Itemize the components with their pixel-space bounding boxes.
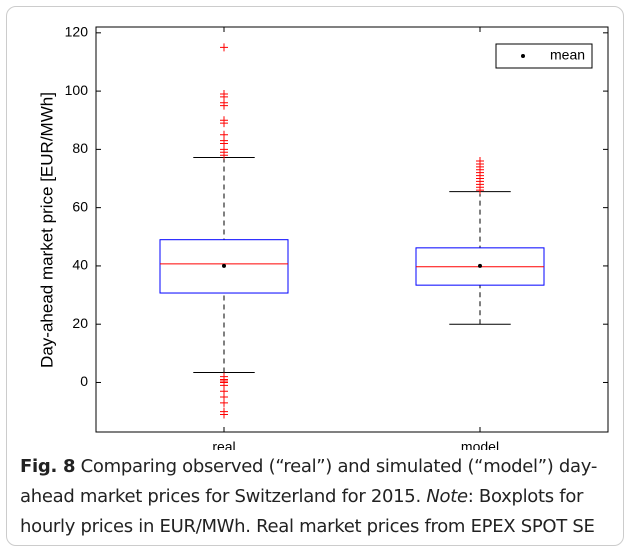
caption: Fig. 8 Comparing observed (“real”) and s… xyxy=(20,452,618,542)
y-tick-label: 80 xyxy=(72,140,88,156)
outlier xyxy=(220,101,228,110)
y-axis-label: Day-ahead market price [EUR/MWh] xyxy=(37,92,56,368)
y-tick-label: 40 xyxy=(72,257,88,273)
outlier xyxy=(220,119,228,128)
outlier xyxy=(220,410,228,419)
y-tick-label: 120 xyxy=(65,24,89,40)
outlier xyxy=(476,157,484,166)
y-tick-label: 60 xyxy=(72,198,88,214)
legend-box xyxy=(495,43,593,69)
mean xyxy=(478,263,482,268)
caption-text: Comparing observed (“real”) and simulate… xyxy=(20,456,598,507)
outlier xyxy=(220,151,228,160)
outlier xyxy=(220,398,228,407)
outlier xyxy=(220,43,228,52)
plot-area xyxy=(95,26,609,433)
caption-note-text: : Boxplots for hourly prices in EUR/MWh.… xyxy=(20,486,595,537)
caption-note-label: Note xyxy=(426,486,468,507)
caption-label: Fig. 8 xyxy=(20,456,76,477)
y-tick-label: 100 xyxy=(65,82,89,98)
box xyxy=(159,239,289,294)
legend-marker xyxy=(521,54,525,58)
x-tick-label: model xyxy=(461,439,499,450)
chart: Day-ahead market price [EUR/MWh] 0 20 40 60… xyxy=(37,24,609,450)
y-tick-label: 0 xyxy=(80,373,88,389)
x-tick-label: real xyxy=(212,439,235,450)
y-tick-label: 20 xyxy=(72,315,88,331)
mean xyxy=(222,263,226,268)
figure-frame xyxy=(6,6,624,546)
legend-label: mean xyxy=(550,47,585,63)
